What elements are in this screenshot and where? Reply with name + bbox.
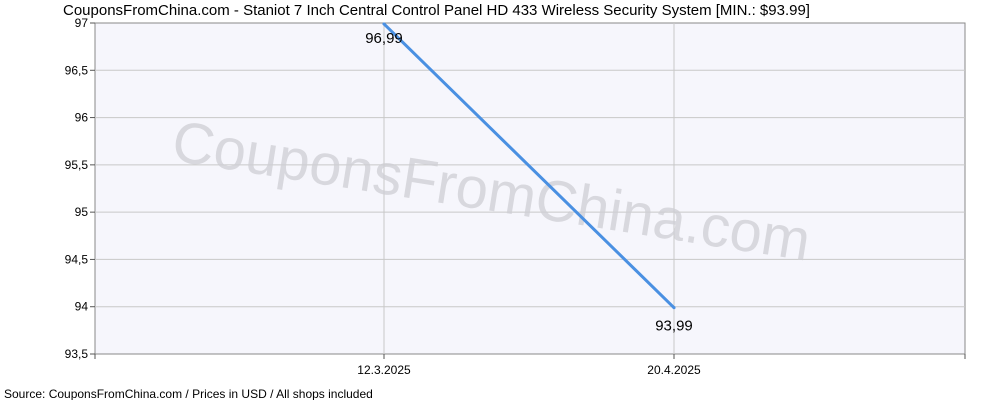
y-tick-label: 94 [75, 300, 89, 314]
data-label: 93,99 [655, 318, 693, 335]
data-label: 96,99 [365, 30, 403, 47]
y-tick-label: 95,5 [65, 158, 89, 172]
plot-area [94, 22, 966, 355]
price-series-line [382, 22, 676, 310]
x-tick-label: 12.3.2025 [357, 363, 411, 377]
y-tick-label: 95 [75, 205, 89, 219]
y-axis-ticks: 97 96,5 96 95,5 95 94,5 94 93,5 [65, 16, 95, 361]
x-axis-ticks: 12.3.2025 20.4.2025 [94, 354, 966, 377]
chart-title: CouponsFromChina.com - Staniot 7 Inch Ce… [63, 2, 810, 19]
series-layer: 96,99 93,99 [365, 22, 693, 335]
y-tick-label: 94,5 [65, 252, 89, 266]
y-tick-label: 96,5 [65, 63, 89, 77]
x-tick-label: 20.4.2025 [647, 363, 701, 377]
source-footer: Source: CouponsFromChina.com / Prices in… [4, 387, 373, 400]
grid-lines [95, 23, 965, 354]
y-tick-label: 97 [75, 16, 89, 30]
y-tick-label: 96 [75, 111, 89, 125]
data-point [672, 306, 676, 310]
y-tick-label: 93,5 [65, 347, 89, 361]
data-point [382, 22, 386, 26]
